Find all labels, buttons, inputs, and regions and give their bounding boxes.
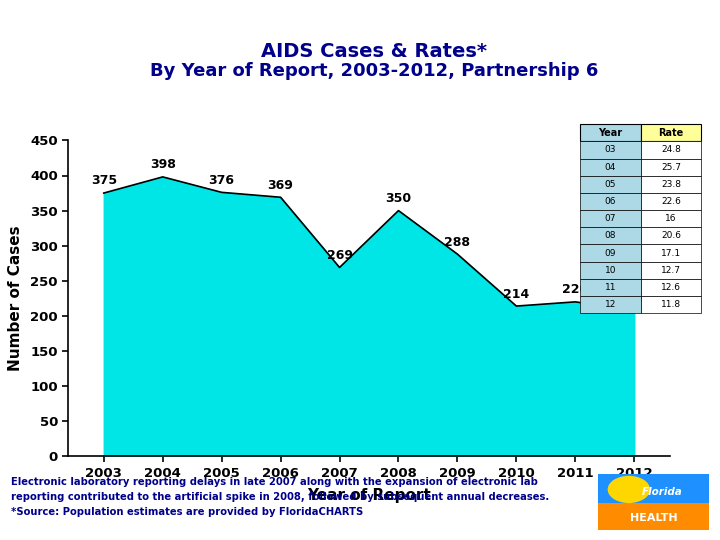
Text: 12: 12 (605, 300, 616, 309)
Text: 398: 398 (150, 158, 176, 171)
Text: 350: 350 (385, 192, 412, 205)
Bar (580, 193, 641, 210)
Text: 12.6: 12.6 (661, 283, 681, 292)
Bar (580, 159, 641, 176)
Bar (641, 245, 701, 262)
Text: 24.8: 24.8 (661, 145, 681, 154)
Bar (641, 159, 701, 176)
Text: AIDS Cases & Rates*: AIDS Cases & Rates* (261, 42, 487, 61)
Text: 04: 04 (605, 163, 616, 172)
Text: *Source: Population estimates are provided by FloridaCHARTS: *Source: Population estimates are provid… (11, 507, 363, 517)
Text: 07: 07 (605, 214, 616, 223)
Text: 17.1: 17.1 (661, 248, 681, 258)
Bar (641, 210, 701, 227)
Text: 25.7: 25.7 (661, 163, 681, 172)
Text: 10: 10 (605, 266, 616, 275)
Text: 03: 03 (605, 145, 616, 154)
Text: 11: 11 (605, 283, 616, 292)
Bar (641, 176, 701, 193)
Bar (641, 227, 701, 245)
Text: Year: Year (598, 128, 623, 138)
Text: 208: 208 (621, 292, 647, 305)
Text: 11.8: 11.8 (661, 300, 681, 309)
Text: 08: 08 (605, 231, 616, 240)
Bar (641, 193, 701, 210)
Text: 20.6: 20.6 (661, 231, 681, 240)
Text: Florida: Florida (642, 487, 683, 497)
Bar (580, 210, 641, 227)
Bar (598, 503, 709, 530)
Text: 369: 369 (268, 179, 294, 192)
Text: 12.7: 12.7 (661, 266, 681, 275)
Text: reporting contributed to the artificial spike in 2008, followed by subsequent an: reporting contributed to the artificial … (11, 492, 549, 502)
Text: 214: 214 (503, 287, 529, 301)
Bar (641, 262, 701, 279)
Text: 220: 220 (562, 284, 588, 296)
Bar (641, 141, 701, 159)
Text: 288: 288 (444, 235, 470, 248)
Text: 05: 05 (605, 180, 616, 189)
Bar (580, 176, 641, 193)
Text: 376: 376 (209, 174, 235, 187)
Text: By Year of Report, 2003-2012, Partnership 6: By Year of Report, 2003-2012, Partnershi… (150, 62, 598, 80)
Bar (580, 227, 641, 245)
Text: 06: 06 (605, 197, 616, 206)
Text: Rate: Rate (658, 128, 684, 138)
Text: 23.8: 23.8 (661, 180, 681, 189)
Text: 09: 09 (605, 248, 616, 258)
Bar (580, 141, 641, 159)
Bar (641, 296, 701, 313)
Text: 16: 16 (665, 214, 677, 223)
Bar (580, 296, 641, 313)
Text: 269: 269 (327, 249, 353, 262)
Text: 375: 375 (91, 174, 117, 187)
Bar (580, 245, 641, 262)
Bar (580, 124, 641, 141)
X-axis label: Year of Report: Year of Report (307, 488, 431, 503)
Bar (641, 124, 701, 141)
Bar (598, 474, 709, 503)
Text: 22.6: 22.6 (661, 197, 681, 206)
Bar (580, 279, 641, 296)
Bar (580, 262, 641, 279)
Text: Electronic laboratory reporting delays in late 2007 along with the expansion of : Electronic laboratory reporting delays i… (11, 477, 538, 487)
Bar (641, 279, 701, 296)
Ellipse shape (608, 476, 650, 503)
Y-axis label: Number of Cases: Number of Cases (9, 226, 23, 371)
Text: HEALTH: HEALTH (629, 513, 678, 523)
